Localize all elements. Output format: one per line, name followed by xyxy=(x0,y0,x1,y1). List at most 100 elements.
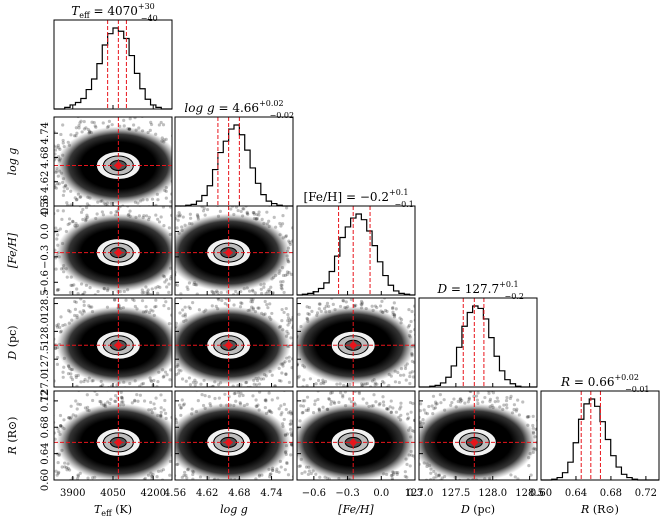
scatter-point xyxy=(75,287,79,291)
scatter-point xyxy=(136,487,139,490)
scatter-point xyxy=(488,399,492,403)
scatter-point xyxy=(279,465,283,469)
scatter-point xyxy=(416,411,419,414)
scatter-point xyxy=(349,298,353,302)
scatter-point xyxy=(397,493,400,496)
scatter-point xyxy=(286,473,291,477)
scatter-point xyxy=(151,309,155,313)
scatter-point xyxy=(140,291,144,295)
scatter-point xyxy=(182,402,186,406)
scatter-point xyxy=(264,398,268,402)
scatter-point xyxy=(177,299,180,302)
panel-rad-rad: 0.60 0.64 0.68 0.72 R (R⊙) xyxy=(530,390,660,516)
scatter-point xyxy=(504,398,509,403)
scatter-point xyxy=(56,233,60,237)
scatter-point xyxy=(55,237,59,241)
scatter-point xyxy=(305,395,310,399)
scatter-point xyxy=(193,383,197,387)
scatter-point xyxy=(313,265,316,268)
scatter-point xyxy=(308,377,313,381)
scatter-point xyxy=(257,213,261,217)
scatter-point xyxy=(250,300,255,304)
scatter-point xyxy=(27,265,30,268)
scatter-point xyxy=(319,247,322,250)
scatter-point xyxy=(524,482,527,485)
truth-marker xyxy=(114,438,123,447)
scatter-point xyxy=(483,395,487,400)
scatter-point xyxy=(408,397,411,400)
scatter-point xyxy=(56,460,60,465)
scatter-point xyxy=(288,318,292,322)
scatter-point xyxy=(109,211,113,215)
scatter-point xyxy=(324,304,328,308)
scatter-point xyxy=(281,213,285,218)
scatter-point xyxy=(375,382,379,386)
scatter-point xyxy=(343,391,347,394)
scatter-point xyxy=(415,343,418,346)
scatter-point xyxy=(392,313,397,317)
scatter-point xyxy=(507,481,510,484)
scatter-point xyxy=(264,291,268,295)
scatter-point xyxy=(370,304,374,308)
title-minus-logg: −0.02 xyxy=(270,111,295,120)
title-feh: [Fe/H] = −0.2+0.1 xyxy=(304,188,409,204)
scatter-point xyxy=(382,381,386,385)
scatter-point xyxy=(152,378,156,383)
scatter-point xyxy=(548,444,551,447)
scatter-point xyxy=(94,125,98,129)
scatter-point xyxy=(284,372,288,377)
scatter-point xyxy=(286,411,291,415)
scatter-point xyxy=(293,321,296,324)
scatter-point xyxy=(399,413,403,417)
scatter-point xyxy=(236,292,240,295)
scatter-point xyxy=(65,275,69,279)
scatter-point xyxy=(180,152,183,155)
scatter-point xyxy=(81,292,85,295)
scatter-point xyxy=(103,111,106,114)
scatter-point xyxy=(185,155,188,158)
scatter-point xyxy=(527,415,531,419)
scatter-point xyxy=(110,123,114,127)
scatter-point xyxy=(161,375,165,379)
scatter-point xyxy=(265,303,269,307)
scatter-point xyxy=(195,138,198,141)
scatter-point xyxy=(121,400,125,404)
scatter-point xyxy=(188,383,193,387)
scatter-point xyxy=(408,464,412,468)
scatter-point xyxy=(152,402,156,406)
scatter-point xyxy=(359,299,364,304)
scatter-point xyxy=(177,142,180,145)
scatter-point xyxy=(534,484,537,487)
scatter-point xyxy=(506,481,509,484)
scatter-point xyxy=(398,407,402,411)
scatter-point xyxy=(176,214,180,218)
scatter-point xyxy=(79,119,83,123)
scatter-point xyxy=(163,398,167,403)
scatter-point xyxy=(281,280,285,284)
scatter-point xyxy=(280,283,284,287)
y-tick-label: 0.60 xyxy=(40,469,51,491)
scatter-point xyxy=(236,391,241,395)
scatter-point xyxy=(462,480,465,483)
scatter-point xyxy=(29,262,32,265)
scatter-point xyxy=(502,403,506,407)
scatter-point xyxy=(172,111,175,114)
scatter-point xyxy=(481,481,484,484)
scatter-point xyxy=(429,484,432,487)
scatter-point xyxy=(323,379,328,384)
scatter-point xyxy=(56,209,60,213)
scatter-point xyxy=(177,299,180,302)
scatter-point xyxy=(359,302,363,306)
scatter-point xyxy=(132,298,136,303)
scatter-point xyxy=(403,366,408,371)
scatter-point xyxy=(64,465,69,470)
scatter-point xyxy=(289,453,293,457)
scatter-point xyxy=(235,483,238,486)
scatter-point xyxy=(196,214,200,218)
scatter-point xyxy=(86,476,90,480)
scatter-point xyxy=(135,392,139,397)
scatter-point xyxy=(86,215,90,219)
scatter-point xyxy=(165,285,169,289)
scatter-point xyxy=(75,197,79,201)
scatter-point xyxy=(159,120,163,125)
